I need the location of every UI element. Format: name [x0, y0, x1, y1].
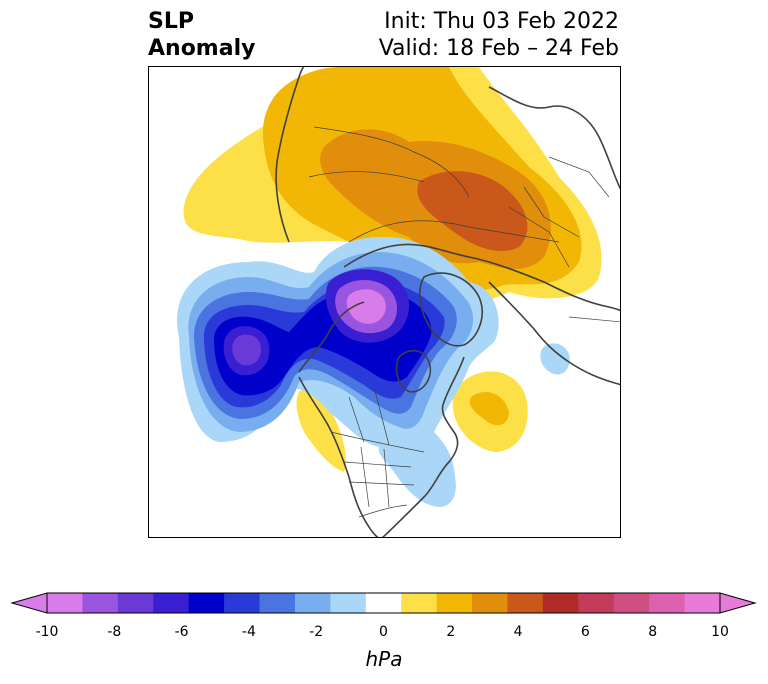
- colorbar-tick-label: -6: [174, 624, 189, 640]
- border-russia-south: [348, 220, 560, 243]
- negative-anomaly-europe: [540, 343, 570, 375]
- colorbar-tick-label: 2: [446, 624, 456, 640]
- coastline-north-america-east: [381, 356, 465, 537]
- colorbar-cell: [507, 593, 544, 613]
- coastline-hudson-bay: [395, 349, 431, 393]
- colorbar-unit: hPa: [365, 647, 403, 671]
- border-us-canada: [330, 431, 425, 453]
- coastline-asia-east: [275, 67, 305, 243]
- map-title: SLP Anomaly: [148, 8, 255, 62]
- colorbar-cell: [330, 593, 367, 613]
- forecast-dates: Init: Thu 03 Feb 2022 Valid: 18 Feb – 24…: [379, 8, 619, 62]
- political-borders: [308, 126, 620, 518]
- colorbar-tick-label: -8: [107, 624, 122, 640]
- colorbar-cell: [117, 593, 154, 613]
- positive-anomaly-eurasia-4hpa: [417, 171, 528, 252]
- colorbar-tick-label: 4: [513, 624, 523, 640]
- border-us-mexico: [358, 504, 408, 518]
- positive-anomaly-atlantic-2hpa: [469, 392, 509, 426]
- colorbar-tick-label: -2: [309, 624, 324, 640]
- colorbar-tick-label: 8: [648, 624, 658, 640]
- colorbar-tick-label: 10: [711, 624, 729, 640]
- colorbar-cell: [472, 593, 508, 613]
- border-us-states-1: [343, 461, 412, 468]
- title-line-2: Anomaly: [148, 36, 256, 61]
- border-us-states-2: [348, 481, 415, 486]
- negative-anomaly-7hpa: [232, 334, 261, 366]
- border-central-asia: [313, 126, 470, 198]
- colorbar-tick-label: 0: [379, 624, 388, 640]
- negative-anomaly-eastern-us: [378, 442, 456, 507]
- colorbar-cell: [649, 593, 686, 613]
- coastline-alaska: [298, 301, 365, 373]
- colorbar-cell: [294, 593, 331, 613]
- border-europe-1: [508, 206, 570, 268]
- valid-range: Valid: 18 Feb – 24 Feb: [378, 36, 619, 61]
- colorbar-cell: [365, 593, 402, 613]
- coastline-north-america-west: [298, 376, 379, 537]
- border-canada-provinces-1: [348, 396, 365, 443]
- anomaly-contours: [177, 67, 602, 507]
- colorbar-under-arrow: [10, 592, 48, 614]
- coastline-europe: [488, 281, 620, 386]
- colorbar-cell: [401, 593, 438, 613]
- colorbar-cells: [47, 593, 721, 613]
- title-line-1: SLP: [148, 9, 194, 34]
- coastline-asia-north: [488, 86, 620, 190]
- negative-anomaly-9hpa-arctic: [346, 289, 386, 324]
- colorbar-tick-label: 6: [580, 624, 590, 640]
- colorbar-cell: [82, 593, 119, 613]
- colorbar-cell: [542, 593, 579, 613]
- border-china-north: [308, 171, 425, 183]
- colorbar-over-arrow: [719, 592, 757, 614]
- border-canada-provinces-2: [373, 386, 390, 446]
- colorbar: [10, 592, 757, 614]
- border-middle-east: [548, 156, 610, 198]
- colorbar-cell: [47, 593, 83, 613]
- colorbar-cell: [613, 593, 650, 613]
- init-date: Init: Thu 03 Feb 2022: [384, 9, 619, 34]
- border-us-states-3: [360, 446, 370, 508]
- colorbar-cell: [224, 593, 261, 613]
- coastlines: [275, 67, 620, 537]
- coastline-eurasia-arctic: [343, 243, 620, 312]
- colorbar-tick-label: -10: [35, 624, 59, 640]
- border-us-states-4: [383, 448, 390, 508]
- colorbar-outline: [46, 592, 721, 614]
- colorbar-cell: [436, 593, 473, 613]
- colorbar-cell: [188, 593, 225, 613]
- colorbar-cell: [578, 593, 615, 613]
- border-africa-north: [568, 316, 620, 323]
- colorbar-cell: [259, 593, 296, 613]
- border-europe-2: [523, 186, 580, 238]
- coastline-greenland: [418, 272, 483, 347]
- colorbar-cell: [684, 593, 721, 613]
- colorbar-tick-label: -4: [241, 624, 256, 640]
- map-panel: [148, 66, 621, 538]
- anomaly-map: [177, 67, 620, 537]
- colorbar-cell: [153, 593, 190, 613]
- positive-anomaly-westcoast: [296, 388, 346, 472]
